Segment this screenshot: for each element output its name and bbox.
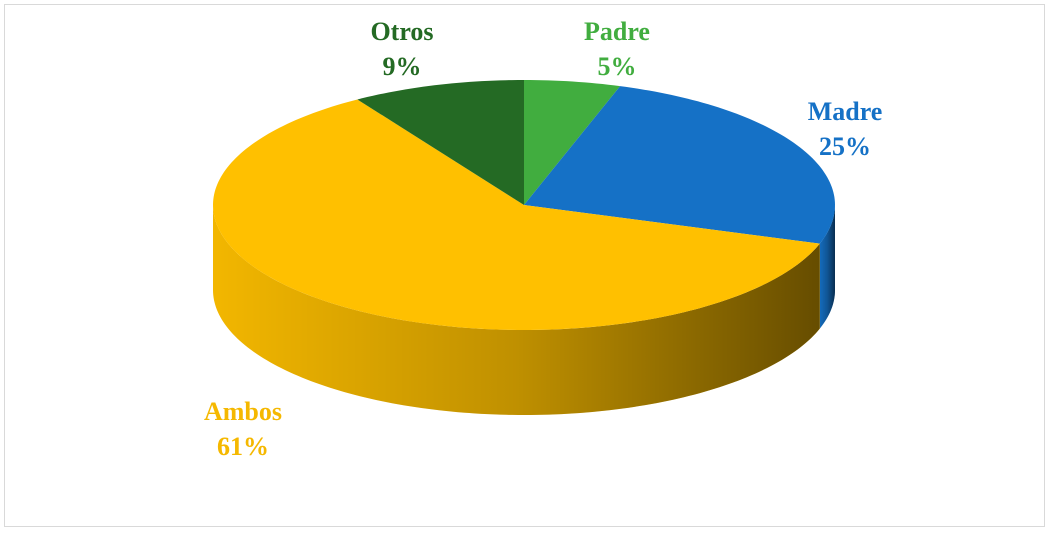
data-label-otros-name: Otros	[370, 17, 433, 46]
data-label-ambos-percent: 61%	[217, 432, 269, 461]
chart-border	[4, 4, 1045, 527]
pie-slice-ambos	[213, 99, 820, 330]
pie-side-ambos-shade	[213, 205, 820, 415]
data-label-padre-percent: 5%	[598, 52, 637, 81]
data-label-padre-name: Padre	[584, 17, 650, 46]
data-label-madre-name: Madre	[808, 97, 883, 126]
data-label-ambos-name: Ambos	[204, 397, 282, 426]
data-label-otros-percent: 9%	[383, 52, 422, 81]
pie-slice-otros	[357, 80, 524, 205]
pie-slice-madre	[524, 86, 835, 244]
pie-slice-padre	[524, 80, 621, 205]
data-label-madre-percent: 25%	[819, 132, 871, 161]
pie-side-madre-shade	[819, 205, 835, 329]
